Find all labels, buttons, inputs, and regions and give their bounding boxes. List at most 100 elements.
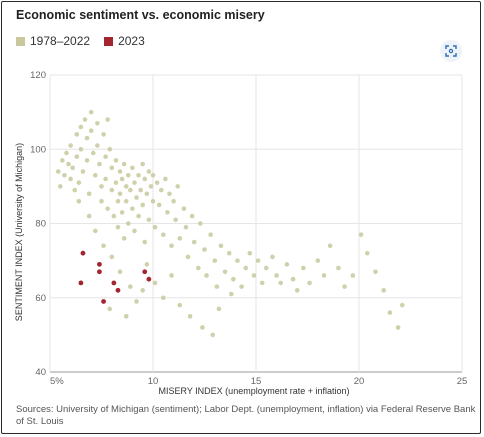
x-tick-label: 5%: [50, 376, 64, 387]
data-point-1978-2022: [278, 280, 284, 286]
data-point-1978-2022: [204, 273, 209, 278]
data-point-1978-2022: [358, 232, 364, 237]
y-tick-label: 40: [35, 367, 46, 378]
data-point-1978-2022: [117, 191, 123, 197]
data-point-1978-2022: [74, 154, 80, 159]
data-point-1978-2022: [121, 236, 127, 241]
data-point-1978-2022: [173, 217, 178, 223]
data-point-1978-2022: [101, 132, 106, 137]
data-point-1978-2022: [175, 184, 181, 189]
data-point-2023: [115, 287, 121, 293]
data-point-1978-2022: [88, 128, 94, 133]
grid-lines: [49, 74, 463, 373]
data-point-1978-2022: [128, 187, 133, 193]
legend-label-2023: 2023: [118, 34, 145, 48]
y-tick-label: 60: [35, 293, 46, 304]
data-point-1978-2022: [115, 198, 121, 204]
data-point-1978-2022: [128, 284, 133, 289]
data-point-1978-2022: [125, 221, 131, 226]
data-point-1978-2022: [342, 284, 347, 289]
data-point-2023: [111, 280, 117, 286]
data-point-1978-2022: [152, 224, 158, 230]
data-point-1978-2022: [226, 250, 232, 256]
data-point-1978-2022: [146, 169, 152, 174]
data-point-1978-2022: [177, 302, 183, 308]
data-point-1978-2022: [327, 243, 333, 249]
data-point-1978-2022: [148, 184, 154, 189]
data-point-2023: [146, 276, 152, 282]
data-point-1978-2022: [99, 184, 104, 189]
data-point-1978-2022: [119, 176, 125, 182]
y-axis-ticks: 40 60 80 100 120: [30, 70, 46, 378]
data-point-1978-2022: [76, 198, 82, 204]
data-point-1978-2022: [123, 198, 129, 204]
data-point-1978-2022: [214, 284, 220, 289]
data-point-1978-2022: [321, 273, 327, 278]
data-point-1978-2022: [189, 213, 195, 219]
x-tick-label: 20: [354, 376, 365, 387]
data-point-1978-2022: [136, 213, 141, 219]
data-point-1978-2022: [301, 265, 306, 271]
data-point-1978-2022: [146, 217, 152, 223]
data-point-1978-2022: [165, 210, 170, 215]
data-point-1978-2022: [167, 191, 172, 197]
data-point-1978-2022: [154, 180, 160, 185]
legend: 1978–2022 2023: [16, 34, 159, 48]
data-point-1978-2022: [84, 158, 90, 163]
data-point-1978-2022: [107, 306, 113, 312]
data-point-1978-2022: [228, 291, 234, 297]
data-point-1978-2022: [97, 161, 102, 167]
data-point-1978-2022: [113, 158, 119, 163]
data-point-1978-2022: [109, 165, 115, 171]
expand-icon: [445, 45, 457, 57]
data-point-1978-2022: [78, 146, 84, 152]
data-point-1978-2022: [117, 169, 123, 174]
data-point-1978-2022: [183, 224, 189, 230]
data-point-1978-2022: [218, 243, 224, 249]
x-tick-label: 10: [148, 376, 159, 387]
data-point-2023: [78, 280, 84, 286]
expand-button[interactable]: [440, 40, 462, 62]
y-axis-label: SENTIMENT INDEX (University of Michigan): [14, 143, 24, 321]
data-point-1978-2022: [86, 213, 92, 219]
data-point-1978-2022: [58, 184, 63, 189]
data-point-1978-2022: [140, 202, 145, 208]
legend-item-1978-2022: 1978–2022: [16, 34, 90, 48]
data-point-1978-2022: [86, 191, 92, 197]
data-point-1978-2022: [111, 213, 117, 219]
data-point-1978-2022: [99, 198, 104, 204]
data-point-1978-2022: [140, 288, 145, 293]
data-point-1978-2022: [68, 176, 73, 182]
data-point-1978-2022: [294, 288, 300, 293]
x-tick-label: 15: [251, 376, 262, 387]
data-point-1978-2022: [247, 250, 253, 256]
data-point-1978-2022: [66, 161, 71, 167]
data-point-1978-2022: [243, 265, 248, 271]
data-point-1978-2022: [72, 187, 78, 193]
data-point-1978-2022: [364, 250, 370, 256]
data-point-1978-2022: [134, 299, 139, 304]
data-point-1978-2022: [130, 206, 135, 211]
data-point-1978-2022: [336, 265, 341, 271]
y-tick-label: 100: [30, 144, 46, 155]
data-point-1978-2022: [115, 224, 121, 230]
data-point-1978-2022: [109, 254, 115, 260]
data-point-1978-2022: [150, 172, 156, 178]
data-point-1978-2022: [93, 172, 98, 178]
data-point-1978-2022: [140, 161, 145, 167]
data-point-1978-2022: [169, 273, 174, 278]
data-point-1978-2022: [109, 187, 115, 193]
data-point-1978-2022: [132, 228, 137, 234]
data-point-1978-2022: [315, 258, 321, 263]
legend-swatch-1978-2022: [16, 36, 25, 46]
data-point-1978-2022: [161, 295, 166, 301]
x-axis-ticks: 5% 10 15 20 25: [50, 376, 467, 387]
data-point-1978-2022: [216, 306, 222, 312]
data-point-1978-2022: [62, 172, 67, 178]
data-point-1978-2022: [196, 265, 201, 271]
data-point-1978-2022: [123, 314, 129, 319]
data-point-1978-2022: [95, 143, 100, 148]
data-point-2023: [80, 250, 86, 256]
data-point-1978-2022: [255, 258, 261, 263]
